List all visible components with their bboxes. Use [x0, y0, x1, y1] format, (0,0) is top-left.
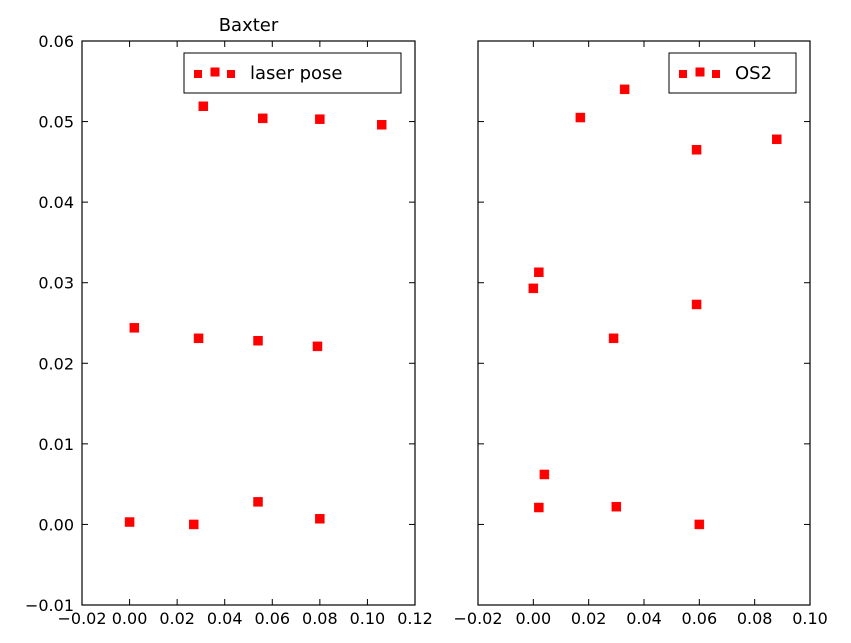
x-tick-label: 0.06 — [254, 609, 290, 628]
data-point — [253, 335, 263, 346]
data-point — [772, 134, 782, 145]
data-point — [315, 514, 325, 524]
legend-box — [668, 52, 797, 94]
legend: OS2 — [668, 52, 797, 94]
y-tick-label: 0.02 — [38, 354, 74, 373]
data-point — [376, 120, 387, 130]
x-tick-label: 0.10 — [792, 609, 828, 628]
y-tick-label: 0.05 — [38, 113, 74, 132]
data-point — [528, 283, 539, 294]
data-point — [534, 267, 544, 277]
legend-marker — [712, 70, 720, 78]
legend-marker — [227, 70, 235, 78]
y-tick-label: 0.04 — [38, 193, 74, 212]
x-tick-label: 0.10 — [350, 609, 386, 628]
x-tick-label: 0.02 — [571, 609, 607, 628]
x-tick-label: 0.00 — [516, 609, 552, 628]
y-tick-label: −0.01 — [25, 596, 74, 615]
chart-title: Baxter — [219, 15, 279, 36]
data-point — [619, 84, 630, 95]
x-tick-label: 0.04 — [207, 609, 243, 628]
data-point — [189, 519, 199, 530]
plot-frame — [81, 40, 416, 606]
x-tick-label: 0.00 — [112, 609, 148, 628]
data-point — [315, 114, 325, 124]
x-tick-label: 0.04 — [626, 609, 662, 628]
y-tick-label: 0.06 — [38, 32, 74, 51]
data-point — [611, 501, 622, 512]
data-point — [193, 333, 204, 344]
data-point — [694, 519, 705, 530]
legend-marker — [695, 67, 705, 77]
data-point — [312, 341, 323, 352]
data-point — [608, 333, 619, 344]
data-point — [575, 112, 586, 123]
x-tick-label: 0.08 — [302, 609, 338, 628]
legend-marker — [210, 67, 220, 77]
legend-marker — [194, 70, 202, 78]
x-tick-label: 0.08 — [737, 609, 773, 628]
chart-panel-2: −0.02 0.00 0.02 0.04 0.06 0.08 0.10 OS2 — [453, 40, 828, 628]
data-point — [539, 469, 550, 480]
legend: laser pose — [183, 52, 402, 94]
data-point — [253, 497, 263, 507]
data-point — [691, 299, 702, 310]
legend-box — [183, 52, 402, 94]
legend-label: OS2 — [735, 63, 772, 84]
y-tick-label: 0.00 — [38, 515, 74, 534]
data-point — [124, 517, 135, 527]
data-point — [691, 145, 702, 155]
legend-label: laser pose — [250, 63, 343, 84]
x-tick-label: −0.02 — [57, 609, 106, 628]
data-point — [129, 323, 140, 333]
x-tick-label: 0.12 — [397, 609, 433, 628]
x-tick-label: −0.02 — [453, 609, 502, 628]
x-tick-label: 0.02 — [159, 609, 195, 628]
data-point — [534, 502, 544, 513]
data-point — [198, 101, 209, 112]
legend-marker — [679, 70, 687, 78]
chart-panel-1: −0.02 0.00 0.02 0.04 0.06 0.08 0.10 0.12 −0.01 0.… — [25, 15, 433, 628]
x-tick-label: 0.06 — [682, 609, 718, 628]
plot-frame — [477, 40, 811, 606]
data-point — [258, 113, 268, 124]
y-tick-label: 0.03 — [38, 274, 74, 293]
y-tick-label: 0.01 — [38, 435, 74, 454]
